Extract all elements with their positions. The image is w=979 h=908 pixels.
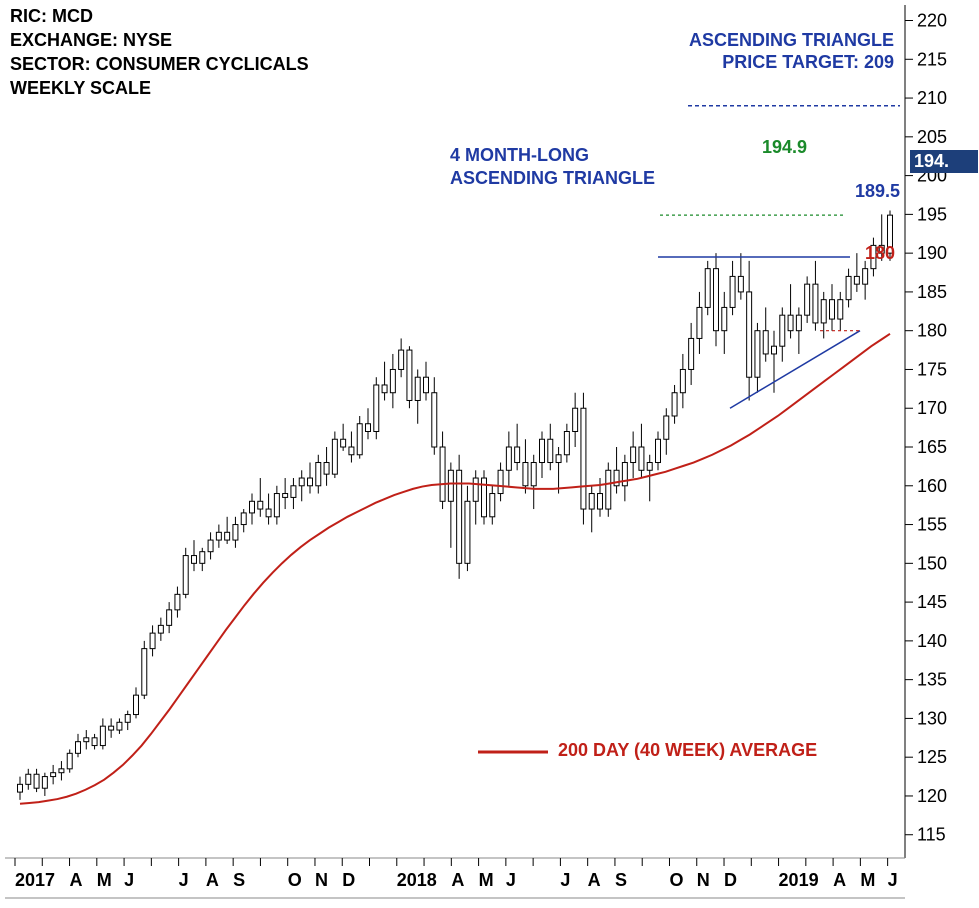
- svg-text:150: 150: [917, 553, 947, 573]
- meta-ric: RIC: MCD: [10, 6, 93, 28]
- svg-text:180: 180: [917, 321, 947, 341]
- svg-text:125: 125: [917, 747, 947, 767]
- annotation-4month-1: 4 MONTH-LONG: [450, 145, 589, 166]
- svg-text:2019: 2019: [779, 870, 819, 890]
- svg-text:O: O: [288, 870, 302, 890]
- svg-text:N: N: [697, 870, 710, 890]
- svg-text:140: 140: [917, 631, 947, 651]
- svg-text:J: J: [560, 870, 570, 890]
- svg-text:J: J: [179, 870, 189, 890]
- current-price-tag: 194.: [910, 150, 978, 173]
- chart-container: 115 120 125 130 135 140 145 150 155 160 165 170 175 1…: [0, 0, 979, 908]
- svg-text:2018: 2018: [397, 870, 437, 890]
- svg-text:M: M: [860, 870, 875, 890]
- meta-exchange: EXCHANGE: NYSE: [10, 30, 172, 52]
- svg-text:175: 175: [917, 359, 947, 379]
- svg-text:M: M: [97, 870, 112, 890]
- svg-text:190: 190: [917, 243, 947, 263]
- svg-text:160: 160: [917, 476, 947, 496]
- svg-text:A: A: [588, 870, 601, 890]
- svg-text:S: S: [615, 870, 627, 890]
- svg-text:S: S: [233, 870, 245, 890]
- svg-text:2017: 2017: [15, 870, 55, 890]
- svg-text:210: 210: [917, 88, 947, 108]
- price-chart-svg: 115 120 125 130 135 140 145 150 155 160 165 170 175 1…: [0, 0, 979, 908]
- svg-text:220: 220: [917, 11, 947, 31]
- svg-text:O: O: [669, 870, 683, 890]
- svg-text:155: 155: [917, 515, 947, 535]
- svg-text:135: 135: [917, 670, 947, 690]
- annotation-resist: 189.5: [855, 181, 900, 202]
- svg-text:N: N: [315, 870, 328, 890]
- svg-text:J: J: [506, 870, 516, 890]
- svg-text:A: A: [206, 870, 219, 890]
- annotation-price-target: PRICE TARGET: 209: [722, 52, 894, 73]
- svg-text:195: 195: [917, 204, 947, 224]
- svg-text:145: 145: [917, 592, 947, 612]
- annotation-4month-2: ASCENDING TRIANGLE: [450, 168, 655, 189]
- svg-text:215: 215: [917, 49, 947, 69]
- meta-scale: WEEKLY SCALE: [10, 78, 151, 100]
- svg-text:A: A: [833, 870, 846, 890]
- meta-sector: SECTOR: CONSUMER CYCLICALS: [10, 54, 309, 76]
- annotation-high: 194.9: [762, 137, 807, 158]
- svg-text:120: 120: [917, 786, 947, 806]
- svg-text:130: 130: [917, 708, 947, 728]
- svg-text:M: M: [479, 870, 494, 890]
- svg-text:D: D: [342, 870, 355, 890]
- svg-text:185: 185: [917, 282, 947, 302]
- svg-text:115: 115: [917, 825, 946, 845]
- svg-text:165: 165: [917, 437, 947, 457]
- svg-text:D: D: [724, 870, 737, 890]
- svg-text:A: A: [70, 870, 83, 890]
- annotation-low: 180: [865, 243, 895, 264]
- svg-text:J: J: [888, 870, 898, 890]
- annotation-ma: 200 DAY (40 WEEK) AVERAGE: [558, 740, 817, 761]
- svg-text:J: J: [124, 870, 134, 890]
- annotation-asc-tri-title: ASCENDING TRIANGLE: [689, 30, 894, 51]
- svg-text:205: 205: [917, 127, 947, 147]
- svg-text:170: 170: [917, 398, 947, 418]
- svg-text:A: A: [451, 870, 464, 890]
